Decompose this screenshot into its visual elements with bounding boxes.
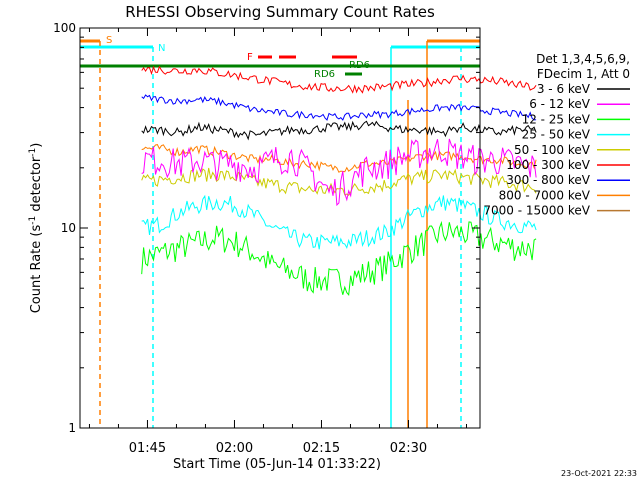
series-line-3-6-kev (141, 120, 537, 141)
series-line-300-800-kev (141, 94, 537, 121)
plot-area: S N F RD6 RD6 (80, 35, 537, 428)
y-tick-label: 100 (53, 21, 76, 35)
legend-entry-label: 3 - 6 keV (537, 82, 591, 96)
x-axis-label: Start Time (05-Jun-14 01:33:22) (173, 457, 381, 472)
legend-entry-label: 25 - 50 keV (522, 128, 591, 142)
y-axis-label: Count Rate (s-1 detector-1) (28, 143, 44, 314)
y-tick-label: 10 (61, 221, 76, 235)
annotation-label-s: S (106, 35, 112, 46)
render-timestamp: 23-Oct-2021 22:33 (561, 469, 637, 478)
plot-frame (79, 27, 481, 429)
legend: Det 1,3,4,5,6,9,FDecim 1, Att 03 - 6 keV… (483, 52, 630, 218)
annotation-label-n: N (158, 43, 165, 54)
annotation-label-f: F (247, 52, 253, 63)
series-line-25-50-kev (141, 194, 537, 250)
legend-entry-label: 50 - 100 keV (514, 143, 591, 157)
y-tick-label: 1 (68, 421, 76, 435)
legend-header-line-1: Det 1,3,4,5,6,9, (536, 52, 630, 66)
annotation-label-rd6: RD6 (314, 69, 335, 80)
series-line-12-25-kev (141, 220, 537, 297)
x-tick-label: 02:15 (303, 441, 340, 456)
axis-ticks: 1 10 100 01:45 02:00 02:15 02:30 (53, 21, 480, 456)
series-line-100-300-kev (141, 65, 537, 94)
series-line-6-12-kev (141, 138, 537, 207)
series-line-50-100-kev (141, 167, 537, 196)
legend-header-line-2: FDecim 1, Att 0 (537, 67, 630, 81)
legend-entry-label: 7000 - 15000 keV (483, 204, 590, 218)
legend-entry-label: 12 - 25 keV (522, 112, 591, 126)
annotation-label-rd6: RD6 (349, 60, 370, 71)
x-tick-label: 01:45 (129, 441, 166, 456)
x-tick-label: 02:00 (216, 441, 253, 456)
legend-entry-label: 6 - 12 keV (529, 97, 591, 111)
chart-title: RHESSI Observing Summary Count Rates (125, 3, 435, 21)
x-tick-label: 02:30 (390, 441, 427, 456)
legend-entry-label: 100 - 300 keV (506, 158, 590, 172)
legend-entry-label: 300 - 800 keV (506, 173, 590, 187)
series-line-800-7000-kev (141, 144, 537, 173)
legend-entry-label: 800 - 7000 keV (499, 188, 591, 202)
